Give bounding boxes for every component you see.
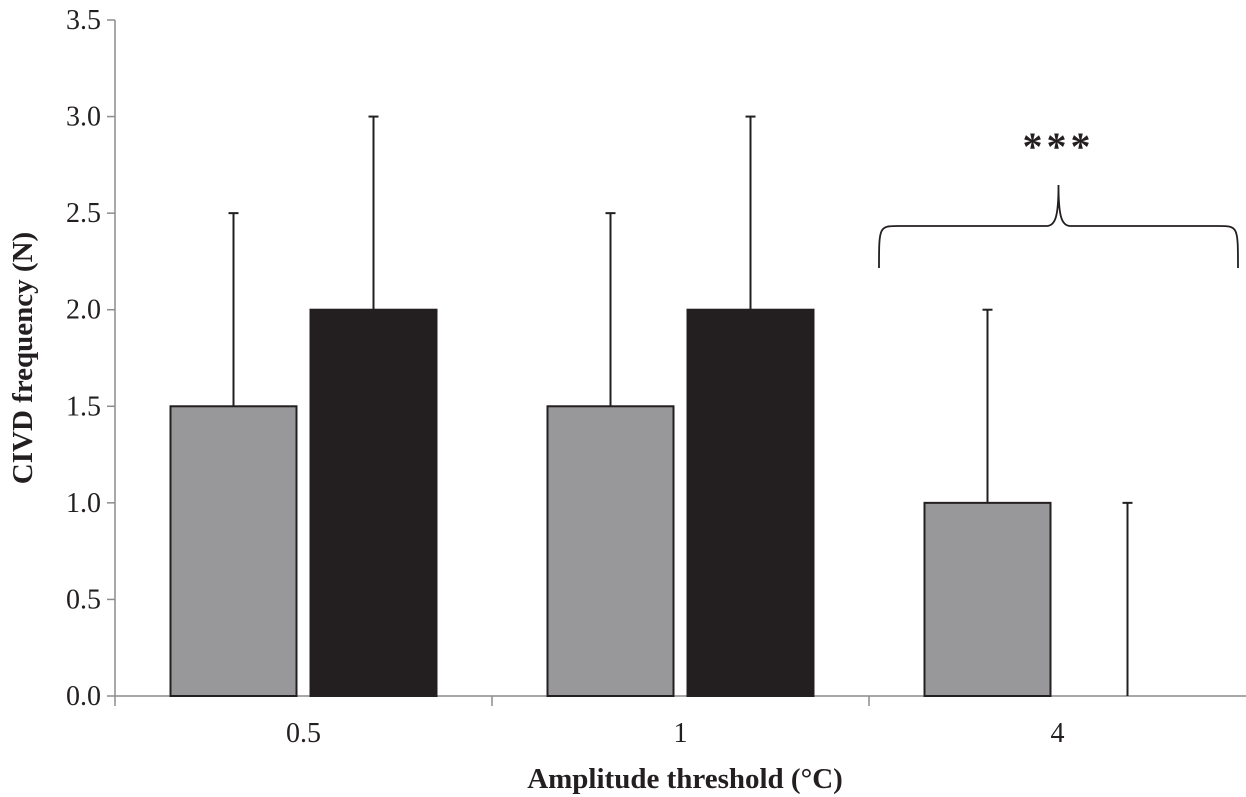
y-tick-label: 1.5 (66, 391, 101, 422)
x-axis-title: Amplitude threshold (°C) (527, 763, 843, 795)
x-tick-label: 4 (1051, 718, 1065, 749)
bar (169, 405, 298, 697)
y-tick-label: 3.0 (66, 102, 101, 133)
y-tick-label: 2.5 (66, 198, 101, 229)
y-tick-label: 3.5 (66, 5, 101, 36)
x-tick-label: 1 (674, 718, 688, 749)
annotations: *** (878, 124, 1239, 269)
bars (169, 308, 1052, 697)
y-axis-ticks: 0.0 0.5 1.0 1.5 2.0 2.5 3.0 3.5 (66, 5, 115, 712)
bar (923, 501, 1052, 697)
bar (686, 308, 815, 697)
plot-area: 0.0 0.5 1.0 1.5 2.0 2.5 3.0 3.5 0.5 1 4 *** (66, 5, 1246, 749)
bar (309, 308, 438, 697)
x-axis-ticks: 0.5 1 4 (114, 696, 1065, 749)
significance-bracket (878, 184, 1239, 269)
y-tick-label: 2.0 (66, 295, 101, 326)
x-tick-label: 0.5 (286, 718, 321, 749)
y-tick-label: 0.5 (66, 584, 101, 615)
y-tick-label: 0.0 (66, 681, 101, 712)
y-tick-label: 1.0 (66, 488, 101, 519)
significance-label: *** (1023, 124, 1095, 169)
error-bars (228, 115, 1133, 696)
y-axis-title: CIVD frequency (N) (7, 232, 39, 484)
bar (546, 405, 675, 697)
